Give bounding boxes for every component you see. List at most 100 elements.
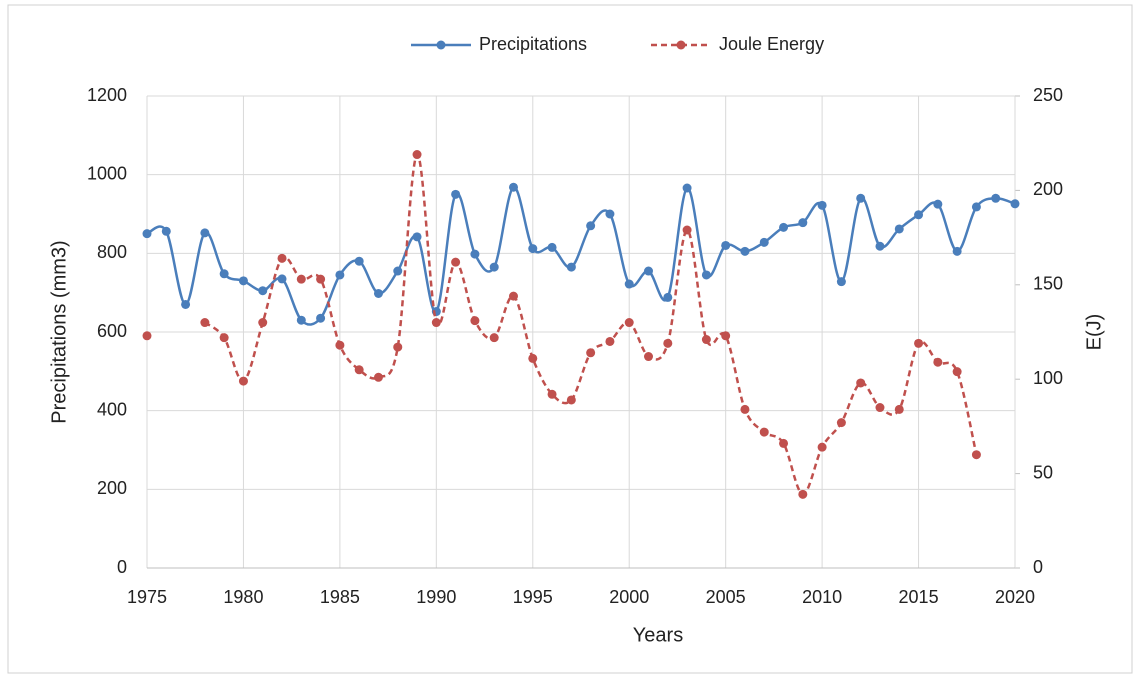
point [354, 256, 364, 266]
point [412, 232, 422, 242]
point [663, 338, 673, 348]
point [779, 438, 789, 448]
x-tick-label: 1990 [416, 587, 456, 607]
point [335, 340, 345, 350]
point [547, 389, 557, 399]
point [817, 442, 827, 452]
y2-tick-label: 150 [1033, 274, 1063, 294]
point [489, 262, 499, 272]
point [624, 318, 634, 328]
point [200, 318, 210, 328]
point [952, 246, 962, 256]
y-tick-label: 800 [97, 242, 127, 262]
point [219, 333, 229, 343]
point [971, 450, 981, 460]
point [238, 276, 248, 286]
point [817, 200, 827, 210]
point [644, 352, 654, 362]
point [721, 331, 731, 341]
point [373, 288, 383, 298]
y2-tick-label: 200 [1033, 179, 1063, 199]
point [856, 193, 866, 203]
point [181, 299, 191, 309]
point [296, 274, 306, 284]
point [142, 229, 152, 239]
y-tick-label: 600 [97, 321, 127, 341]
point [894, 404, 904, 414]
point [335, 270, 345, 280]
point [373, 372, 383, 382]
point [431, 318, 441, 328]
point [836, 418, 846, 428]
point [354, 365, 364, 375]
point [566, 262, 576, 272]
legend-label: Precipitations [479, 34, 587, 54]
point [316, 274, 326, 284]
point [277, 253, 287, 263]
point [528, 353, 538, 363]
point [779, 222, 789, 232]
point [798, 218, 808, 228]
x-tick-label: 2020 [995, 587, 1035, 607]
point [952, 367, 962, 377]
point [644, 266, 654, 276]
point [663, 292, 673, 302]
point [200, 228, 210, 238]
y2-axis-title: E(J) [1083, 314, 1105, 351]
point [759, 427, 769, 437]
point [547, 242, 557, 252]
point [682, 183, 692, 193]
x-tick-label: 1995 [513, 587, 553, 607]
point [586, 348, 596, 358]
point [142, 331, 152, 341]
point [836, 277, 846, 287]
point [624, 279, 634, 289]
x-tick-label: 1980 [223, 587, 263, 607]
y2-tick-label: 250 [1033, 85, 1063, 105]
x-tick-label: 1985 [320, 587, 360, 607]
point [161, 226, 171, 236]
y2-tick-label: 0 [1033, 557, 1043, 577]
point [682, 225, 692, 235]
point [1010, 199, 1020, 209]
point [508, 182, 518, 192]
x-tick-label: 2015 [899, 587, 939, 607]
point [933, 199, 943, 209]
point [701, 270, 711, 280]
point [451, 257, 461, 267]
point [219, 269, 229, 279]
point [508, 291, 518, 301]
point [914, 210, 924, 220]
y-tick-label: 1200 [87, 85, 127, 105]
point [605, 336, 615, 346]
point [412, 150, 422, 160]
y-tick-label: 400 [97, 399, 127, 419]
point [971, 202, 981, 212]
point [740, 246, 750, 256]
y-tick-label: 200 [97, 478, 127, 498]
y-axis-title: Precipitations (mm3) [48, 240, 70, 423]
point [933, 357, 943, 367]
point [856, 378, 866, 388]
y-tick-label: 0 [117, 557, 127, 577]
point [798, 489, 808, 499]
point [296, 315, 306, 325]
point [605, 209, 615, 219]
point [759, 237, 769, 247]
point [451, 189, 461, 199]
point [740, 404, 750, 414]
point [528, 244, 538, 254]
point [258, 318, 268, 328]
y2-tick-label: 50 [1033, 462, 1053, 482]
point [894, 224, 904, 234]
legend-marker [676, 40, 686, 50]
point [489, 333, 499, 343]
y2-tick-label: 100 [1033, 368, 1063, 388]
point [393, 342, 403, 352]
chart-frame [7, 4, 1133, 674]
point [277, 274, 287, 284]
point [991, 193, 1001, 203]
x-tick-label: 1975 [127, 587, 167, 607]
legend-marker [436, 40, 446, 50]
